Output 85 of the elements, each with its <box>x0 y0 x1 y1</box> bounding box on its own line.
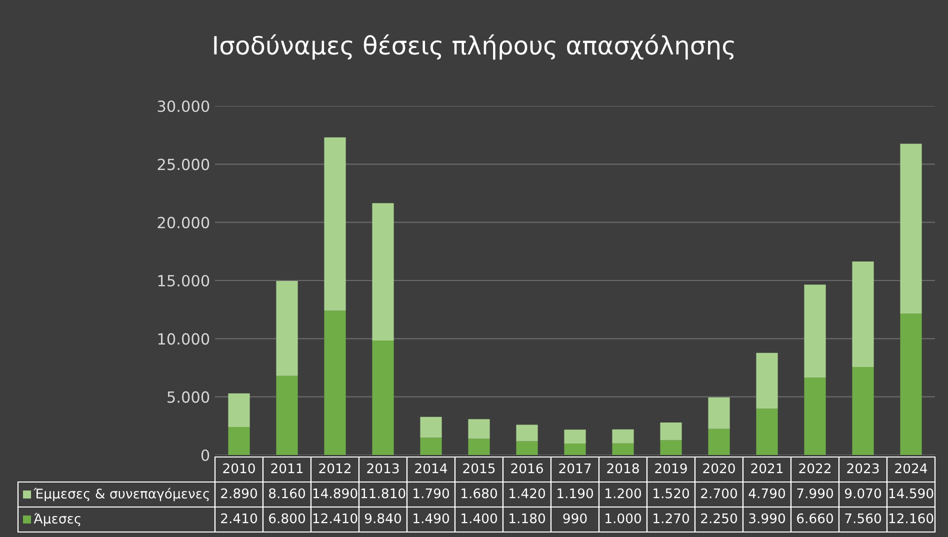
data-label: 1.680 <box>462 488 498 498</box>
bar <box>276 280 298 376</box>
bar <box>804 284 826 378</box>
bar <box>564 443 586 455</box>
data-label: 8.160 <box>269 488 306 498</box>
data-label: 2.700 <box>701 488 738 498</box>
bar <box>612 443 634 455</box>
x-tick-label: 2018 <box>607 463 639 474</box>
bar <box>708 428 730 455</box>
y-tick-label: 25.000 <box>158 158 210 170</box>
bar <box>660 440 682 455</box>
bar <box>372 203 394 341</box>
bar <box>420 416 442 438</box>
bar <box>564 430 586 444</box>
bar <box>660 422 682 440</box>
y-tick-label: 10.000 <box>158 333 210 345</box>
x-tick-label: 2011 <box>271 463 303 474</box>
x-tick-label: 2016 <box>511 463 543 474</box>
x-tick-label: 2019 <box>655 463 687 474</box>
data-label: 7.560 <box>845 513 882 524</box>
x-tick-label: 2017 <box>559 463 591 474</box>
data-label: 14.890 <box>313 488 358 498</box>
x-tick-label: 2012 <box>319 463 350 474</box>
bar <box>756 408 778 455</box>
x-tick-label: 2015 <box>463 463 495 474</box>
x-tick-label: 2022 <box>799 463 830 474</box>
chart-title: Ισοδύναμες θέσεις πλήρους απασχόλησης <box>214 34 734 60</box>
data-label: 2.890 <box>221 488 258 498</box>
data-label: 12.160 <box>889 513 934 524</box>
data-label: 2.410 <box>221 513 258 524</box>
bar <box>228 393 250 427</box>
data-label: 6.660 <box>797 513 834 524</box>
data-label: 9.070 <box>844 488 882 498</box>
data-label: 4.790 <box>748 488 786 498</box>
bar <box>516 441 538 455</box>
x-tick-label: 2024 <box>895 463 928 474</box>
data-label: 9.840 <box>364 513 402 524</box>
bar <box>276 376 298 455</box>
bar <box>756 352 778 409</box>
data-label: 1.520 <box>654 488 690 498</box>
y-tick-label: 15.000 <box>158 274 210 287</box>
bar <box>852 367 874 455</box>
data-label: 1.180 <box>510 513 546 524</box>
y-tick-label: 5.000 <box>168 391 210 403</box>
bar <box>468 419 490 439</box>
data-label: 1.420 <box>510 488 546 498</box>
bar <box>900 144 922 314</box>
data-label: 2.250 <box>701 513 738 524</box>
y-tick-label: 30.000 <box>158 100 210 112</box>
x-tick-label: 2013 <box>367 463 399 474</box>
bar <box>516 424 538 442</box>
bar <box>804 378 826 455</box>
bar <box>228 426 250 455</box>
x-tick-label: 2021 <box>751 463 783 474</box>
x-tick-label: 2014 <box>415 463 448 474</box>
data-label: 12.410 <box>313 513 358 524</box>
x-tick-label: 2020 <box>703 463 735 474</box>
legend-label: Άμεσες <box>34 512 80 526</box>
x-tick-label: 2010 <box>223 463 255 474</box>
bar <box>612 429 634 444</box>
bar <box>468 438 490 455</box>
data-label: 1.270 <box>654 513 690 524</box>
data-label: 1.400 <box>462 513 498 524</box>
bar <box>324 310 346 455</box>
data-label: 14.590 <box>889 488 934 498</box>
data-label: 3.990 <box>749 513 786 524</box>
bar <box>372 340 394 455</box>
data-label: 1.790 <box>414 488 450 498</box>
x-tick-label: 2023 <box>847 463 879 474</box>
data-label: 1.200 <box>606 488 642 498</box>
bar <box>420 438 442 455</box>
bar <box>324 137 346 311</box>
data-label: 990 <box>563 513 587 524</box>
data-label: 1.490 <box>414 513 450 524</box>
legend-label: Έμμεσες & συνεπαγόμενες <box>34 488 209 502</box>
y-tick-label: 20.000 <box>158 216 210 228</box>
bar <box>708 397 730 429</box>
y-tick-label: 0 <box>201 449 210 462</box>
data-label: 1.190 <box>558 488 594 498</box>
data-label: 6.800 <box>269 513 306 524</box>
bar <box>900 314 922 455</box>
data-label: 11.810 <box>361 488 406 498</box>
data-label: 1.000 <box>606 513 642 524</box>
data-label: 7.990 <box>797 488 834 498</box>
bar <box>852 262 874 368</box>
